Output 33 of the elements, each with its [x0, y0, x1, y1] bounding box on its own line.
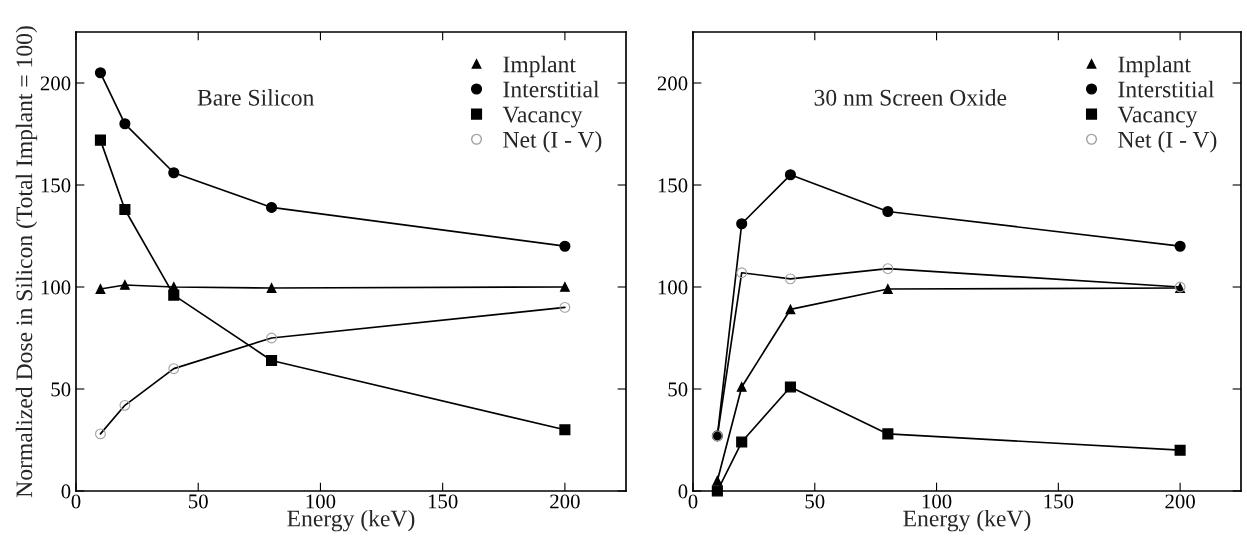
y-axis-title: Normalized Dose in Silicon (Total Implant = 100)	[15, 26, 38, 498]
x-tick-label: 200	[550, 494, 580, 509]
y-tick-label: 100	[658, 280, 688, 295]
x-tick-label: 50	[189, 494, 208, 509]
x-tick-label: 200	[1165, 494, 1195, 509]
y-tick-label: 50	[51, 382, 71, 397]
x-tick-label: 100	[306, 494, 336, 509]
y-tick-label: 0	[61, 484, 71, 499]
x-tick-label: 100	[922, 494, 952, 509]
legend-label: Net (I - V)	[503, 131, 602, 153]
legend-label: Implant	[1118, 55, 1191, 78]
legend-label: Interstitial	[503, 80, 600, 98]
y-tick-label: 50	[668, 382, 688, 397]
legend-label: Interstitial	[1118, 80, 1215, 98]
y-tick-label: 100	[41, 280, 71, 295]
legend-label: Vacancy	[1117, 106, 1198, 128]
x-tick-label: 50	[805, 494, 825, 509]
legend-label: Net (I - V)	[1118, 131, 1217, 153]
x-axis-title: Energy (keV)	[287, 509, 415, 532]
x-tick-label: 0	[688, 494, 698, 509]
y-tick-label: 0	[678, 484, 688, 499]
y-tick-label: 150	[658, 178, 688, 193]
x-tick-label: 150	[428, 494, 458, 509]
y-tick-label: 200	[40, 76, 71, 91]
y-tick-label: 200	[657, 76, 688, 91]
x-axis-title: Energy (keV)	[903, 509, 1031, 532]
x-tick-label: 150	[1044, 494, 1074, 509]
annotation: 30 nm Screen Oxide	[814, 89, 1007, 106]
annotation: Bare Silicon	[197, 89, 315, 106]
y-tick-label: 150	[41, 178, 71, 193]
legend-label: Vacancy	[502, 106, 583, 128]
legend-label: Implant	[503, 55, 576, 78]
x-tick-label: 0	[71, 494, 81, 509]
